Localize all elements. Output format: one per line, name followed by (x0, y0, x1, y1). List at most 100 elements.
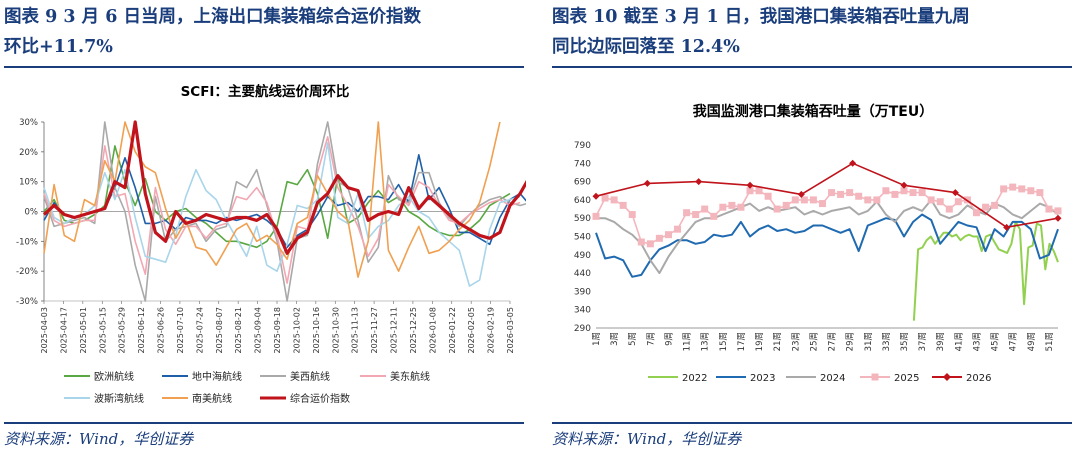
point-y2025 (664, 231, 672, 239)
point-y2025 (737, 203, 745, 211)
x-tick-label: 29周 (846, 332, 856, 351)
x-tick-label: 2025-07-24 (195, 307, 204, 354)
point-y2025 (927, 196, 935, 204)
figure-title-line-2: 同比边际回落至 12.4% (552, 37, 740, 57)
x-tick-label: 2025-07-10 (176, 307, 185, 354)
y-tick-label: 490 (574, 251, 591, 261)
source-divider (4, 422, 524, 424)
source-note: 资料来源：Wind，华创证券 (552, 430, 742, 448)
series-line-med (43, 154, 526, 249)
x-tick-label: 2025-08-21 (234, 307, 243, 354)
point-y2025 (628, 211, 636, 219)
series-line-y2022 (912, 220, 1059, 321)
point-y2025 (755, 187, 763, 195)
x-tick-label: 2025-08-07 (215, 307, 224, 354)
point-y2026 (797, 190, 805, 198)
point-y2025 (864, 196, 872, 204)
figure-title-line-1: 图表 10 截至 3 月 1 日，我国港口集装箱吞吐量九周 (552, 7, 970, 27)
legend-label: 2025 (894, 373, 919, 384)
point-y2025 (592, 212, 600, 220)
series-line-composite (42, 120, 526, 255)
x-tick-label: 2025-09-04 (254, 307, 263, 354)
x-tick-label: 35周 (900, 332, 910, 351)
point-y2025 (891, 190, 899, 198)
x-tick-label: 5周 (628, 332, 638, 346)
point-y2026 (746, 181, 754, 189)
point-y2025 (837, 190, 845, 198)
x-tick-label: 15周 (719, 332, 729, 351)
x-tick-label: 2025-05-01 (79, 307, 88, 354)
x-tick-label: 33周 (882, 332, 892, 351)
x-tick-label: 31周 (864, 332, 874, 351)
x-tick-label: 9周 (664, 332, 674, 346)
legend-label: 2022 (682, 373, 707, 384)
point-y2025 (1054, 207, 1062, 215)
y-tick-label: 540 (574, 233, 591, 243)
x-tick-label: 2026-02-19 (487, 307, 496, 354)
series-line-y2023 (595, 213, 1059, 278)
y-tick-label: 290 (574, 324, 591, 334)
x-tick-label: 2025-11-27 (370, 307, 379, 354)
legend-marker (871, 373, 879, 381)
point-y2025 (1027, 187, 1035, 195)
y-tick-label: -30% (16, 297, 38, 307)
y-tick-label: -10% (16, 237, 38, 247)
scfi-chart: SCFI：主要航线运价周环比30%20%10%0%-10%-20%-30%202… (16, 83, 526, 405)
point-y2026 (695, 178, 703, 186)
x-tick-label: 1周 (592, 332, 602, 346)
series-line-sa (43, 121, 501, 278)
y-tick-label: 0% (25, 208, 39, 218)
point-y2025 (601, 194, 609, 202)
x-tick-label: 47周 (1009, 332, 1019, 351)
point-y2025 (982, 203, 990, 211)
point-y2025 (873, 196, 881, 204)
legend-label: 波斯湾航线 (94, 392, 144, 405)
point-y2025 (1009, 183, 1017, 191)
point-y2025 (991, 201, 999, 209)
x-tick-label: 21周 (773, 332, 783, 351)
x-tick-label: 41周 (954, 332, 964, 351)
point-y2025 (1018, 185, 1026, 193)
point-y2025 (728, 201, 736, 209)
point-y2025 (701, 205, 709, 213)
title-divider (4, 66, 524, 68)
y-tick-label: 590 (574, 214, 591, 224)
point-y2026 (849, 159, 857, 167)
figure-title-line-2: 环比+11.7% (4, 37, 113, 57)
point-y2025 (782, 201, 790, 209)
point-y2025 (1036, 189, 1044, 197)
point-y2025 (773, 205, 781, 213)
x-tick-label: 2026-01-22 (448, 307, 457, 354)
x-tick-label: 2025-06-26 (157, 307, 166, 354)
figure-title: 图表 10 截至 3 月 1 日，我国港口集装箱吞吐量九周 同比边际回落至 12… (552, 2, 1074, 62)
legend-label: 南美航线 (192, 392, 232, 405)
point-y2025 (818, 200, 826, 208)
figure-title: 图表 9 3 月 6 日当周，上海出口集装箱综合运价指数 环比+11.7% (4, 2, 526, 62)
series-line-y2024 (596, 198, 1059, 275)
point-y2025 (674, 225, 682, 233)
y-tick-label: 690 (574, 178, 591, 188)
chart-title: SCFI：主要航线运价周环比 (181, 83, 350, 100)
y-tick-label: -20% (16, 267, 38, 277)
x-tick-label: 19周 (755, 332, 765, 351)
point-y2025 (619, 201, 627, 209)
x-tick-label: 2025-04-03 (40, 307, 49, 354)
point-y2025 (918, 189, 926, 197)
point-y2025 (954, 198, 962, 206)
y-tick-label: 440 (574, 269, 591, 279)
legend-marker (943, 373, 951, 381)
point-y2026 (951, 189, 959, 197)
x-tick-label: 2026-02-05 (467, 307, 476, 354)
source-divider (552, 422, 1072, 424)
x-tick-label: 2025-11-13 (351, 307, 360, 354)
point-y2025 (646, 240, 654, 248)
title-divider (552, 66, 1072, 68)
x-tick-label: 2026-03-05 (506, 307, 515, 354)
point-y2025 (900, 187, 908, 195)
point-y2025 (1045, 205, 1053, 213)
x-tick-label: 2025-09-18 (273, 307, 282, 354)
y-tick-label: 340 (574, 306, 591, 316)
series-line-use (43, 136, 521, 284)
x-tick-label: 37周 (918, 332, 928, 351)
x-tick-label: 2025-12-25 (409, 307, 418, 354)
